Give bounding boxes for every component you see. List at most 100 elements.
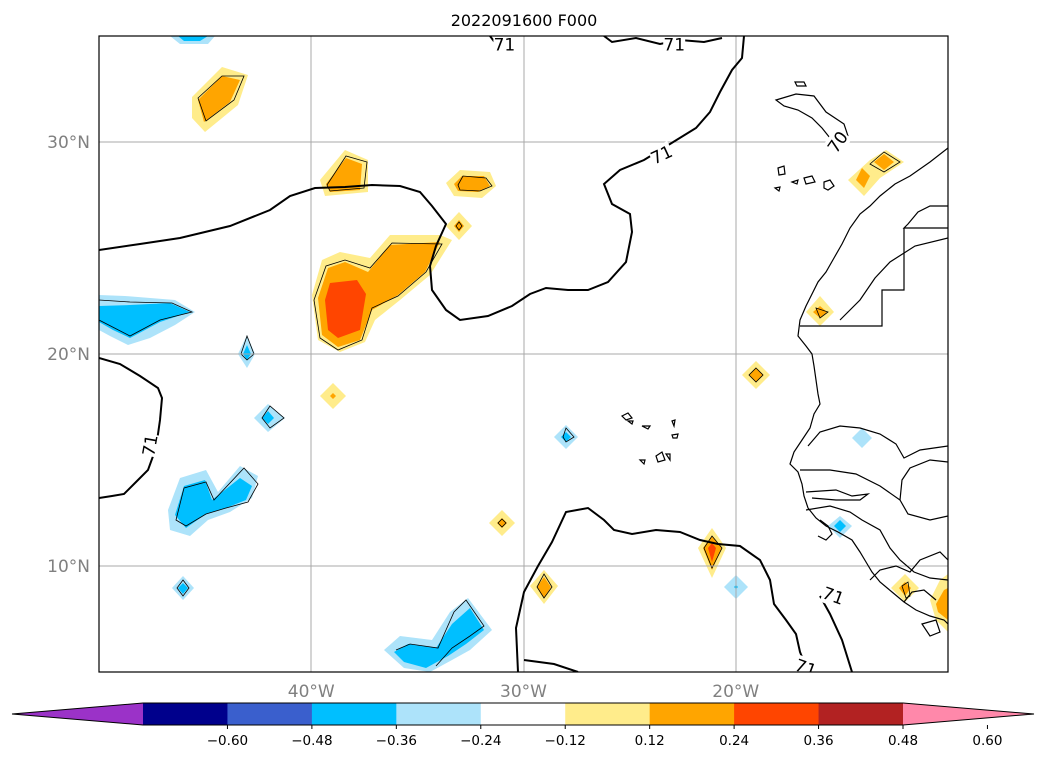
positive-anomaly-patch xyxy=(936,588,948,620)
contour-label: 71 xyxy=(792,654,820,682)
anomaly-contour xyxy=(497,518,507,528)
contour-label-background xyxy=(493,36,516,55)
contour-label-background xyxy=(823,127,853,157)
positive-anomaly-patch xyxy=(330,393,336,399)
anomaly-contour xyxy=(869,151,901,173)
positive-anomaly-patch xyxy=(899,582,911,596)
contour-label: 71 xyxy=(663,35,686,55)
anomaly-contour xyxy=(748,367,764,383)
colorbar-segment xyxy=(818,703,904,725)
lat-tick-label: 10°N xyxy=(47,557,90,577)
coastlines xyxy=(620,81,948,637)
colorbar-segment xyxy=(396,703,482,725)
negative-anomaly-patch xyxy=(178,36,208,41)
contour-71-bottom xyxy=(523,659,579,672)
map-frame xyxy=(98,35,949,673)
canary-island xyxy=(803,175,816,185)
positive-anomaly-patch xyxy=(537,577,551,598)
colorbar-segment xyxy=(649,703,735,725)
positive-anomaly-patch xyxy=(874,154,894,170)
colorbar-tick-label: −0.60 xyxy=(207,733,248,749)
contour-label-text: 71 xyxy=(663,35,685,55)
cape-verde-island xyxy=(626,420,634,425)
positive-anomaly-patch xyxy=(198,76,240,122)
colorbar-segment xyxy=(734,703,819,725)
contour-71-west xyxy=(99,357,164,499)
colorbar-tick-label: 0.24 xyxy=(719,733,749,749)
contour-71-southeast xyxy=(819,595,853,672)
contour-label: 71 xyxy=(138,432,163,458)
positive-anomaly-patch xyxy=(454,176,490,192)
colorbar-extend-high xyxy=(903,703,1034,725)
colorbar-tick-label: −0.36 xyxy=(376,733,417,749)
lat-tick-label: 30°N xyxy=(47,133,90,153)
country-border xyxy=(805,505,948,581)
anomaly-contour xyxy=(176,579,190,597)
country-border xyxy=(869,551,948,581)
country-border xyxy=(800,469,948,521)
negative-anomaly-patch xyxy=(99,303,190,338)
lon-tick-label: 20°W xyxy=(712,682,759,702)
country-border xyxy=(899,459,948,501)
colorbar-tick-label: 0.12 xyxy=(635,733,665,749)
anomaly-contour xyxy=(815,307,829,319)
positive-anomaly-patch xyxy=(326,158,362,192)
contour-label-text: 71 xyxy=(792,656,819,682)
coastline-detail xyxy=(921,619,941,637)
colorbar: −0.60 −0.48 −0.36 −0.24 −0.12 0.12 0.24 0.36 0.4… xyxy=(11,702,1035,749)
contour-label-background xyxy=(819,582,848,609)
canary-island xyxy=(790,179,799,185)
country-border xyxy=(807,425,948,459)
positive-anomaly-patch xyxy=(708,543,716,562)
colorbar-segment xyxy=(311,703,397,725)
negative-anomaly-patch xyxy=(834,520,846,532)
lon-tick-label: 40°W xyxy=(288,682,335,702)
colorbar-extend-low xyxy=(12,703,143,725)
map-title: 2022091600 F000 xyxy=(451,11,598,30)
cape-verde-island xyxy=(641,425,652,430)
contour-label-text: 71 xyxy=(139,433,162,458)
negative-anomaly-patch xyxy=(178,583,188,594)
colorbar-tick-label: 0.36 xyxy=(804,733,834,749)
contour-label-background xyxy=(663,36,686,55)
country-border xyxy=(903,589,937,603)
country-border xyxy=(839,237,948,321)
contour-label-background xyxy=(647,141,676,169)
contour-label: 71 xyxy=(493,35,516,55)
shaded-anomalies xyxy=(99,36,948,672)
contour-label-text: 71 xyxy=(494,35,516,55)
anomaly-contour xyxy=(455,221,463,231)
contour-71-south xyxy=(514,506,809,672)
negative-anomaly-patch xyxy=(262,411,274,424)
island-group xyxy=(817,519,833,541)
anomaly-contour xyxy=(99,299,194,337)
positive-anomaly-patch xyxy=(497,518,507,528)
cape-verde-island xyxy=(620,412,634,421)
colorbar-segment xyxy=(227,703,313,725)
lat-tick-label: 20°N xyxy=(47,345,90,365)
country-border xyxy=(805,489,871,501)
positive-anomaly-patch xyxy=(325,280,366,338)
canary-island xyxy=(773,186,781,193)
africa-coastline xyxy=(789,147,948,625)
country-border xyxy=(902,205,948,229)
anomaly-contour xyxy=(562,427,575,443)
anomaly-contour xyxy=(240,334,255,361)
colorbar-tick-label: 0.60 xyxy=(972,733,1002,749)
anomaly-contour xyxy=(395,599,485,667)
colorbar-tick-label: 0.48 xyxy=(888,733,918,749)
anomaly-contour xyxy=(175,467,259,527)
cape-verde-island xyxy=(664,453,671,462)
contour-label-background xyxy=(138,432,162,458)
canary-island xyxy=(777,165,786,176)
colorbar-tick-label: −0.12 xyxy=(545,733,586,749)
positive-anomaly-patch xyxy=(454,220,464,232)
madeira-island xyxy=(794,81,807,87)
lon-tick-label: 30°W xyxy=(500,682,547,702)
negative-anomaly-patch xyxy=(175,478,252,528)
contour-71-top xyxy=(603,36,723,46)
negative-anomaly-patch xyxy=(394,608,484,668)
canary-island xyxy=(823,179,835,191)
colorbar-segment xyxy=(480,703,566,725)
